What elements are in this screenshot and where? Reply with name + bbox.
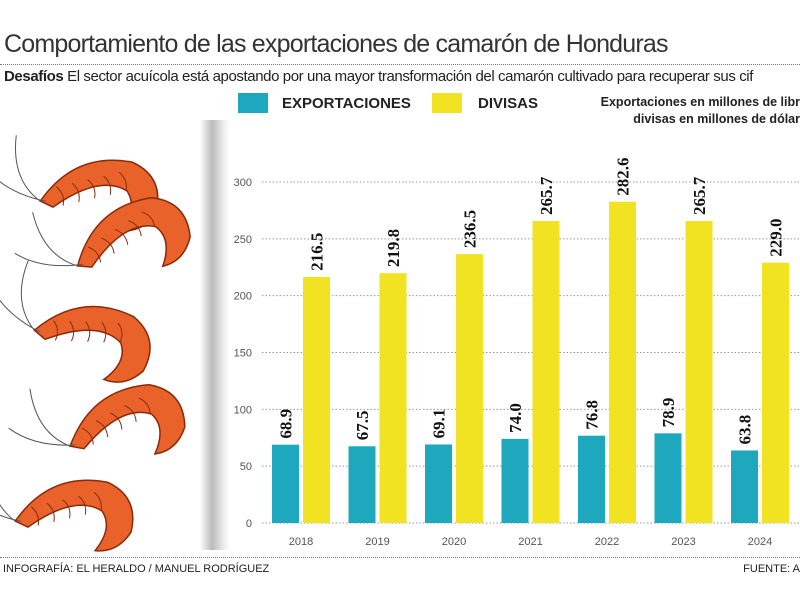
divider — [0, 64, 800, 65]
data-label: 67.5 — [353, 411, 372, 441]
shrimp-illustration — [0, 135, 191, 552]
bar-exportaciones-2024 — [731, 450, 758, 523]
x-tick-label: 2021 — [518, 536, 542, 548]
x-tick-label: 2022 — [595, 536, 619, 548]
x-tick-label: 2020 — [442, 536, 466, 548]
data-label: 78.9 — [659, 398, 678, 428]
units-note-line1: Exportaciones en millones de libr — [600, 95, 800, 109]
data-label: 216.5 — [308, 233, 327, 271]
y-tick-label: 150 — [234, 348, 252, 360]
shrimp-icon — [8, 384, 186, 455]
subtitle-text: El sector acuícola está apostando por un… — [63, 68, 754, 85]
page-title: Comportamiento de las exportaciones de c… — [4, 30, 669, 58]
bar-divisas-2024 — [762, 262, 789, 523]
data-label: 69.1 — [430, 409, 449, 439]
legend-swatch-exportaciones — [238, 93, 268, 113]
data-label: 236.5 — [461, 210, 480, 248]
units-note-line2: divisas en millones de dólar — [633, 112, 800, 126]
shrimp-icon — [14, 197, 191, 268]
data-label: 219.8 — [384, 229, 403, 267]
units-note: Exportaciones en millones de libr divisas… — [601, 94, 800, 128]
bar-divisas-2021 — [532, 220, 560, 523]
bar-exportaciones-2020 — [425, 444, 452, 523]
bar-divisas-2022 — [609, 201, 636, 523]
shrimp-icon — [0, 260, 151, 383]
bar-divisas-2018 — [303, 276, 330, 523]
shrimp-icon — [0, 135, 159, 232]
data-label: 76.8 — [583, 400, 602, 430]
bar-divisas-2023 — [685, 220, 713, 523]
credit: INFOGRAFÍA: EL HERALDO / MANUEL RODRÍGUE… — [3, 563, 270, 575]
y-tick-label: 0 — [246, 518, 252, 530]
data-label: 265.7 — [690, 176, 709, 215]
legend-label-divisas: DIVISAS — [478, 95, 539, 112]
footer-divider — [0, 557, 800, 558]
x-tick-label: 2024 — [748, 536, 772, 548]
subtitle: Desafíos El sector acuícola está apostan… — [4, 68, 753, 85]
legend-swatch-divisas — [432, 93, 462, 113]
y-tick-label: 200 — [234, 291, 252, 303]
y-tick-label: 100 — [234, 404, 252, 416]
x-tick-label: 2019 — [365, 536, 389, 548]
bar-divisas-2020 — [456, 254, 483, 523]
data-label: 282.6 — [614, 158, 633, 196]
bar-exportaciones-2022 — [578, 435, 605, 523]
bar-exportaciones-2023 — [654, 433, 682, 523]
data-label: 63.8 — [736, 415, 755, 445]
bar-exportaciones-2019 — [348, 446, 376, 523]
subtitle-bold: Desafíos — [4, 68, 64, 85]
page-curl-shadow — [200, 120, 230, 550]
data-label: 74.0 — [506, 403, 525, 433]
shrimp-icon — [0, 455, 134, 552]
data-label: 265.7 — [537, 176, 556, 215]
source: FUENTE: A — [743, 563, 800, 575]
bar-exportaciones-2018 — [272, 444, 299, 523]
data-label: 68.9 — [277, 409, 296, 439]
y-tick-label: 250 — [234, 234, 252, 246]
y-tick-label: 300 — [234, 177, 252, 189]
bar-divisas-2019 — [379, 273, 407, 523]
x-tick-label: 2023 — [671, 536, 695, 548]
data-label: 229.0 — [767, 218, 786, 256]
y-tick-label: 50 — [240, 461, 252, 473]
legend-label-exportaciones: EXPORTACIONES — [282, 95, 411, 112]
x-tick-label: 2018 — [289, 536, 313, 548]
bar-exportaciones-2021 — [501, 438, 529, 523]
